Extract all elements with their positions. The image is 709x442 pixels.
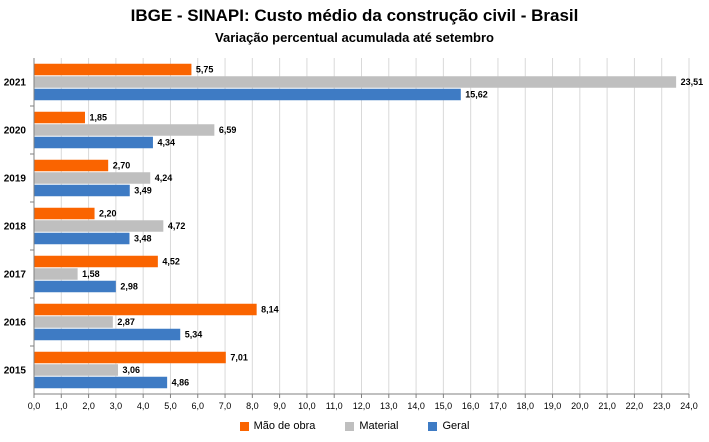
data-label-mao-de-obra-2017: 4,52 bbox=[162, 257, 180, 267]
x-tick-label: 14,0 bbox=[407, 401, 425, 411]
x-tick-label: 6,0 bbox=[191, 401, 204, 411]
data-label-material-2017: 1,58 bbox=[82, 269, 100, 279]
chart-subtitle: Variação percentual acumulada até setemb… bbox=[215, 30, 494, 45]
category-label: 2019 bbox=[4, 174, 27, 185]
x-tick-label: 24,0 bbox=[680, 401, 698, 411]
category-label: 2017 bbox=[4, 270, 27, 281]
bar-material-2019 bbox=[34, 172, 151, 184]
x-tick-label: 15,0 bbox=[435, 401, 453, 411]
bar-material-2015 bbox=[34, 364, 119, 376]
x-tick-label: 1,0 bbox=[55, 401, 68, 411]
data-label-material-2018: 4,72 bbox=[168, 221, 186, 231]
bar-geral-2020 bbox=[34, 136, 153, 149]
data-label-material-2021: 23,51 bbox=[681, 77, 704, 87]
data-label-material-2020: 6,59 bbox=[219, 125, 237, 135]
x-tick-label: 13,0 bbox=[380, 401, 398, 411]
x-tick-label: 4,0 bbox=[137, 401, 150, 411]
bar-geral-2019 bbox=[34, 184, 130, 197]
data-label-geral-2016: 5,34 bbox=[185, 330, 203, 340]
x-tick-label: 11,0 bbox=[326, 401, 343, 411]
x-tick-label: 10,0 bbox=[298, 401, 316, 411]
x-tick-label: 12,0 bbox=[353, 401, 371, 411]
bar-mao-de-obra-2017 bbox=[34, 255, 158, 268]
bar-mao-de-obra-2015 bbox=[34, 351, 226, 364]
legend-swatch-mao-de-obra bbox=[239, 421, 249, 431]
legend-item-geral: Geral bbox=[428, 420, 469, 432]
data-label-material-2016: 2,87 bbox=[117, 317, 135, 327]
legend-item-material: Material bbox=[345, 420, 398, 432]
bar-material-2017 bbox=[34, 268, 78, 280]
data-label-geral-2020: 4,34 bbox=[157, 138, 175, 148]
x-tick-label: 7,0 bbox=[219, 401, 232, 411]
bar-mao-de-obra-2020 bbox=[34, 111, 85, 124]
legend-swatch-geral bbox=[428, 421, 438, 431]
x-tick-label: 5,0 bbox=[164, 401, 177, 411]
bar-mao-de-obra-2019 bbox=[34, 159, 109, 172]
data-label-mao-de-obra-2021: 5,75 bbox=[196, 65, 214, 75]
x-tick-label: 9,0 bbox=[273, 401, 286, 411]
x-tick-label: 18,0 bbox=[516, 401, 534, 411]
bar-geral-2016 bbox=[34, 328, 181, 341]
data-label-mao-de-obra-2019: 2,70 bbox=[113, 161, 131, 171]
category-label: 2021 bbox=[4, 78, 27, 89]
legend-label-material: Material bbox=[359, 420, 399, 432]
category-label: 2015 bbox=[4, 366, 27, 377]
bar-geral-2017 bbox=[34, 280, 116, 293]
bar-mao-de-obra-2018 bbox=[34, 207, 95, 220]
bar-mao-de-obra-2021 bbox=[34, 63, 192, 76]
bar-geral-2018 bbox=[34, 232, 130, 245]
data-label-material-2015: 3,06 bbox=[123, 365, 141, 375]
bar-material-2016 bbox=[34, 316, 113, 328]
x-tick-label: 22,0 bbox=[626, 401, 644, 411]
x-tick-label: 16,0 bbox=[462, 401, 480, 411]
category-label: 2020 bbox=[4, 126, 27, 137]
data-label-geral-2015: 4,86 bbox=[172, 378, 190, 388]
data-label-mao-de-obra-2020: 1,85 bbox=[89, 113, 107, 123]
bar-geral-2015 bbox=[34, 376, 168, 389]
x-tick-label: 3,0 bbox=[110, 401, 123, 411]
x-tick-label: 21,0 bbox=[598, 401, 616, 411]
chart-title: IBGE - SINAPI: Custo médio da construção… bbox=[130, 6, 579, 25]
bar-material-2018 bbox=[34, 220, 164, 232]
data-label-mao-de-obra-2016: 8,14 bbox=[261, 305, 279, 315]
legend-swatch-material bbox=[345, 421, 355, 431]
legend-label-mao-de-obra: Mão de obra bbox=[253, 420, 316, 432]
category-label: 2018 bbox=[4, 222, 27, 233]
x-tick-label: 0,0 bbox=[28, 401, 41, 411]
x-tick-label: 2,0 bbox=[82, 401, 95, 411]
data-label-geral-2018: 3,48 bbox=[134, 234, 152, 244]
legend-item-mao-de-obra: Mão de obra bbox=[239, 420, 316, 432]
bar-geral-2021 bbox=[34, 88, 461, 101]
bar-material-2020 bbox=[34, 124, 215, 136]
data-label-material-2019: 4,24 bbox=[155, 173, 173, 183]
data-label-mao-de-obra-2015: 7,01 bbox=[230, 353, 248, 363]
x-tick-label: 8,0 bbox=[246, 401, 259, 411]
bar-material-2021 bbox=[34, 76, 677, 88]
category-label: 2016 bbox=[4, 318, 27, 329]
x-tick-label: 20,0 bbox=[571, 401, 589, 411]
bar-mao-de-obra-2016 bbox=[34, 303, 257, 316]
x-tick-label: 17,0 bbox=[489, 401, 507, 411]
x-tick-label: 23,0 bbox=[653, 401, 671, 411]
data-label-mao-de-obra-2018: 2,20 bbox=[99, 209, 117, 219]
data-label-geral-2021: 15,62 bbox=[465, 90, 488, 100]
legend-label-geral: Geral bbox=[442, 420, 470, 432]
data-label-geral-2017: 2,98 bbox=[120, 282, 138, 292]
data-label-geral-2019: 3,49 bbox=[134, 186, 152, 196]
x-tick-label: 19,0 bbox=[544, 401, 562, 411]
chart-legend: Mão de obra Material Geral bbox=[0, 420, 709, 432]
